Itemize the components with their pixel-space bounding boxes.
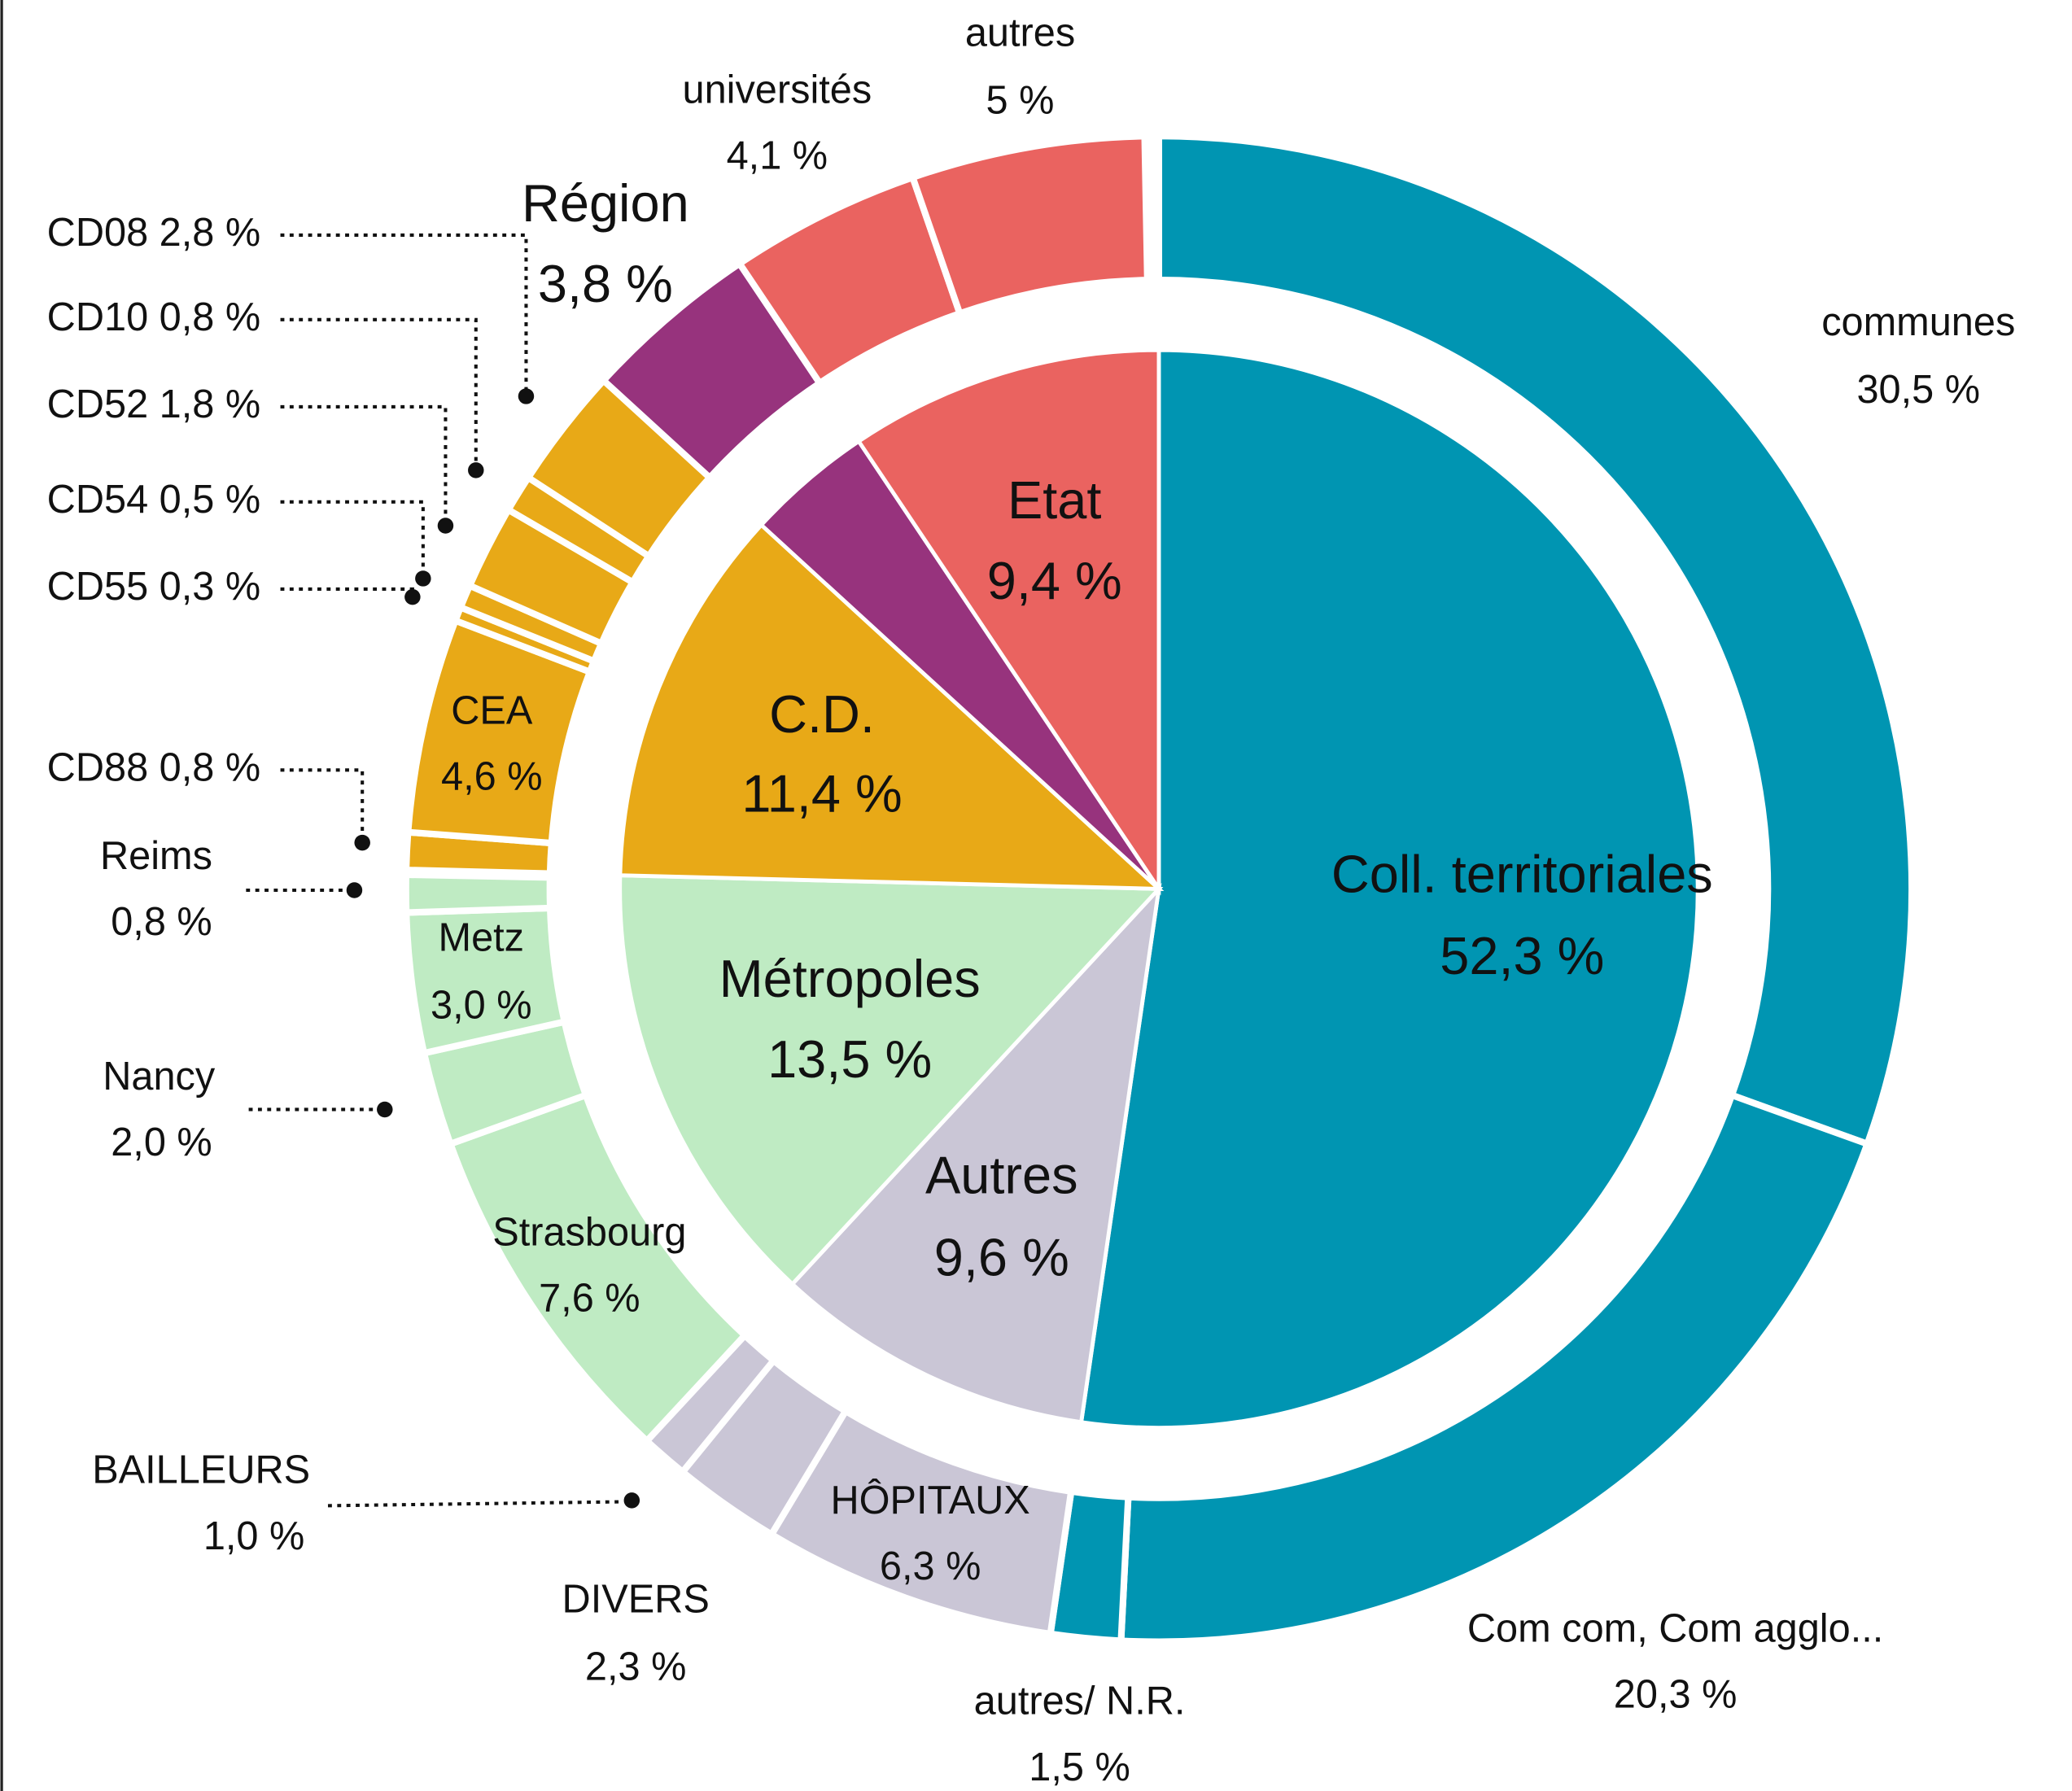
label: 6,3 %: [880, 1544, 981, 1588]
label: CD08 2,8 %: [47, 211, 261, 255]
label: 2,0 %: [111, 1120, 212, 1164]
label: 7,6 %: [539, 1277, 640, 1321]
label: Etat: [1008, 470, 1101, 530]
label-value: 0,3 %: [160, 565, 261, 609]
label: CD10 0,8 %: [47, 295, 261, 339]
leader-dot: [437, 518, 454, 534]
label: 9,4 %: [987, 551, 1122, 610]
label: 5 %: [986, 78, 1055, 122]
ring-segment: [908, 133, 1151, 318]
label: Coll. territoriales: [1331, 845, 1713, 904]
label: 11,4 %: [741, 764, 902, 823]
label: 9,6 %: [934, 1227, 1069, 1286]
label: autres/ N.R.: [974, 1680, 1186, 1723]
leader-dot: [346, 882, 363, 898]
label: 1,5 %: [1029, 1745, 1130, 1789]
leader-dot: [354, 834, 370, 851]
leader: [280, 233, 528, 391]
leader-dot: [377, 1101, 393, 1118]
label-name: CD10: [47, 295, 148, 339]
pie-slice: [618, 522, 1165, 891]
label: Metz: [439, 916, 525, 960]
label: Nancy: [103, 1055, 216, 1099]
label: 13,5 %: [767, 1029, 932, 1089]
pie-slice: [618, 873, 1164, 1287]
label: Région: [522, 173, 689, 233]
label-name: CD55: [47, 565, 148, 609]
label: 3,8 %: [538, 254, 673, 313]
ring-segment: [402, 871, 554, 916]
ring-segment: [1117, 1090, 1872, 1645]
leader: [280, 404, 448, 521]
label: communes: [1821, 300, 2015, 344]
label-value: 1,8 %: [160, 382, 261, 426]
rings: [402, 133, 1916, 1645]
ring-segment: [1155, 133, 1916, 1148]
label: 4,6 %: [441, 755, 543, 799]
leader-dot: [468, 462, 484, 478]
label-name: CD08: [47, 211, 148, 255]
leader: [327, 1500, 624, 1508]
label: C.D.: [769, 684, 875, 744]
label: Com com, Com agglo...: [1467, 1606, 1883, 1650]
leaders: [246, 233, 640, 1509]
label-value: 2,8 %: [160, 211, 261, 255]
label: DIVERS: [562, 1578, 710, 1622]
label-name: CD88: [47, 745, 148, 789]
leader-dot: [404, 588, 421, 605]
label: 0,8 %: [111, 900, 212, 944]
label-name: CD54: [47, 478, 148, 522]
pie-slice: [855, 347, 1161, 896]
label: Autres: [925, 1146, 1078, 1205]
label: Reims: [100, 834, 212, 878]
label: BAILLEURS: [92, 1448, 310, 1492]
leader: [280, 587, 414, 592]
label: 3,0 %: [431, 983, 532, 1027]
leader: [280, 768, 365, 838]
label: Strasbourg: [492, 1211, 686, 1255]
label: 20,3 %: [1614, 1673, 1738, 1717]
label: 2,3 %: [585, 1645, 687, 1689]
label: 1,0 %: [203, 1514, 305, 1558]
label: 4,1 %: [727, 134, 828, 178]
pie-slice: [1078, 347, 1700, 1430]
leader-dot: [518, 388, 535, 404]
label-value: 0,8 %: [160, 295, 261, 339]
label-value: 0,8 %: [160, 745, 261, 789]
label: CEA: [451, 688, 533, 732]
label: universités: [683, 68, 872, 111]
label: CD88 0,8 %: [47, 745, 261, 789]
labels: Coll. territoriales 52,3 % Autres 9,6 % …: [47, 11, 2016, 1789]
label-value: 0,5 %: [160, 478, 261, 522]
label: CD52 1,8 %: [47, 382, 261, 426]
label: autres: [965, 11, 1075, 55]
label: CD55 0,3 %: [47, 565, 261, 609]
leader: [280, 317, 478, 465]
label: HÔPITAUX: [831, 1479, 1030, 1522]
label: Métropoles: [719, 949, 981, 1008]
label: 52,3 %: [1440, 926, 1604, 985]
label-name: CD52: [47, 382, 148, 426]
pie-slice: [789, 882, 1162, 1425]
leader: [280, 500, 425, 574]
leader-dot: [623, 1492, 640, 1509]
leader-dot: [415, 570, 431, 587]
label: 30,5 %: [1856, 368, 1980, 412]
label: CD54 0,5 %: [47, 478, 261, 522]
